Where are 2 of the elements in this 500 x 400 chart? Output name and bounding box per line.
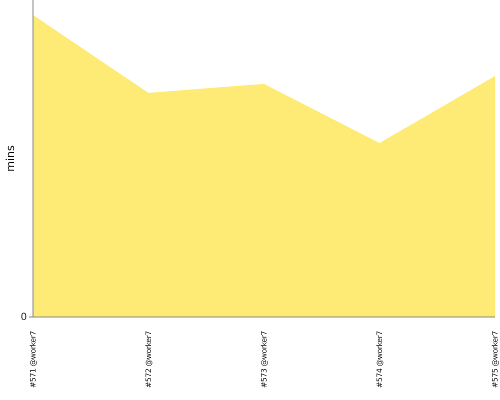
y-axis-title: mins	[4, 145, 17, 172]
text: 0	[20, 312, 27, 324]
